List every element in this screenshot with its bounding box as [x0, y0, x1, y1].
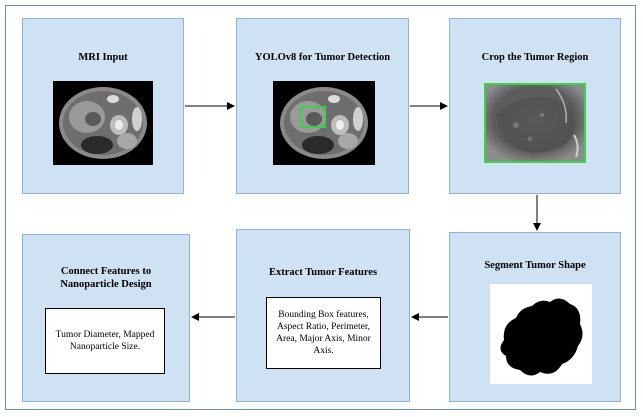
cropped-tumor-image	[484, 83, 586, 163]
step-title: YOLOv8 for Tumor Detection	[254, 52, 391, 63]
step-segment-shape: Segment Tumor Shape	[449, 232, 621, 402]
connect-details-panel: Tumor Diameter, Mapped Nanoparticle Size…	[45, 308, 165, 374]
step-title: Extract Tumor Features	[268, 267, 378, 278]
segmented-tumor-mask	[490, 284, 592, 384]
step-mri-input: MRI Input	[22, 18, 184, 194]
step-connect-features: Connect Features to Nanoparticle Design …	[22, 234, 190, 402]
step-crop-region: Crop the Tumor Region	[449, 18, 621, 194]
step-yolo-detection: YOLOv8 for Tumor Detection	[236, 18, 409, 194]
step-title: Crop the Tumor Region	[481, 52, 589, 63]
mri-detection-image	[273, 81, 375, 165]
diagram-frame	[5, 5, 636, 410]
detection-bounding-box	[300, 106, 326, 128]
step-title: Connect Features to Nanoparticle Design	[60, 266, 152, 290]
mri-scan-image	[53, 81, 153, 165]
step-title: Segment Tumor Shape	[484, 260, 586, 271]
extract-details-panel: Bounding Box features, Aspect Ratio, Per…	[266, 297, 381, 369]
step-title: MRI Input	[78, 52, 128, 63]
step-extract-features: Extract Tumor Features Bounding Box feat…	[236, 229, 410, 402]
